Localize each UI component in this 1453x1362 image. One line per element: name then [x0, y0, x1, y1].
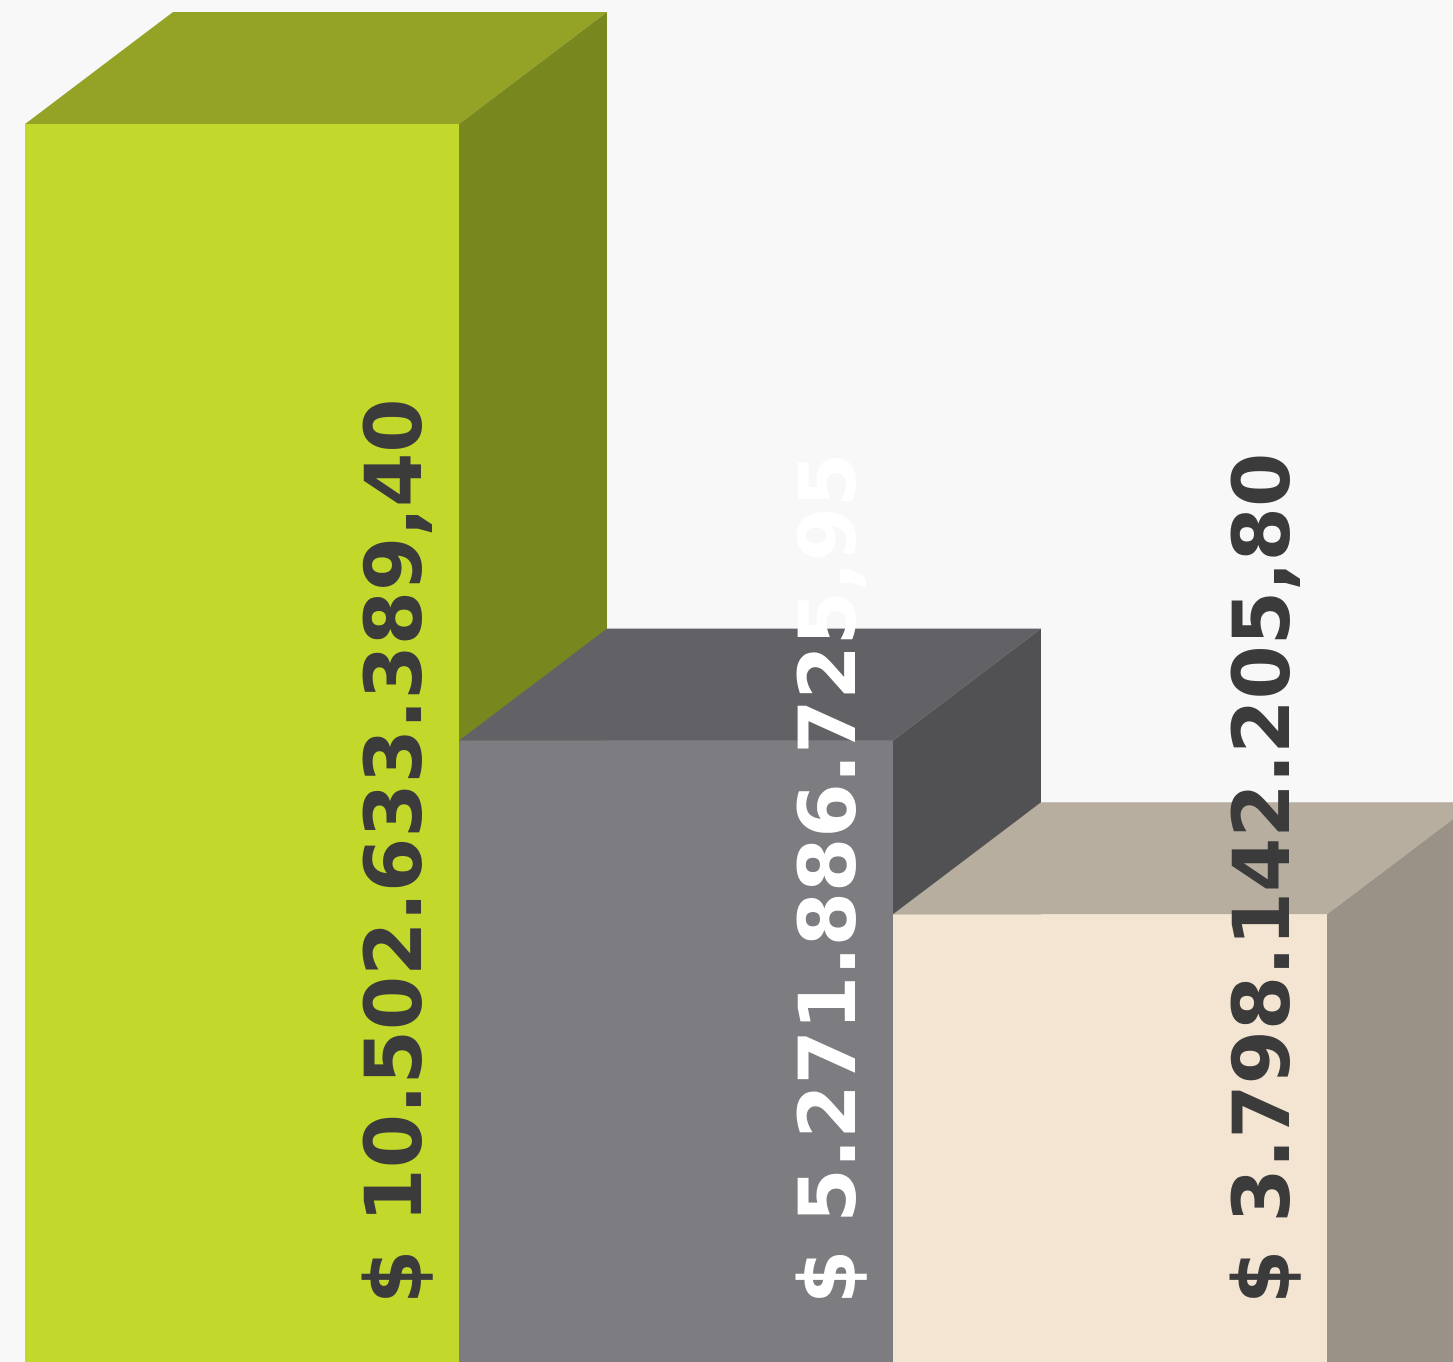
bar-side-face — [1327, 818, 1453, 1362]
bar-top-face — [893, 802, 1453, 915]
bar-2: $ 5.271.886.725,95 — [459, 453, 1041, 1362]
bar-value-label: $ 10.502.633.389,40 — [350, 399, 440, 1305]
bar-front-face — [459, 740, 893, 1362]
bar-top-face — [459, 628, 1041, 741]
bar-value-label: $ 3.798.142.205,80 — [1218, 453, 1308, 1304]
bar-front-face — [25, 124, 459, 1362]
bar-3: $ 3.798.142.205,80 — [893, 453, 1453, 1362]
bar-value-label: $ 5.271.886.725,95 — [784, 453, 874, 1304]
bar-top-face — [25, 12, 607, 124]
bar-front-face — [893, 914, 1327, 1362]
